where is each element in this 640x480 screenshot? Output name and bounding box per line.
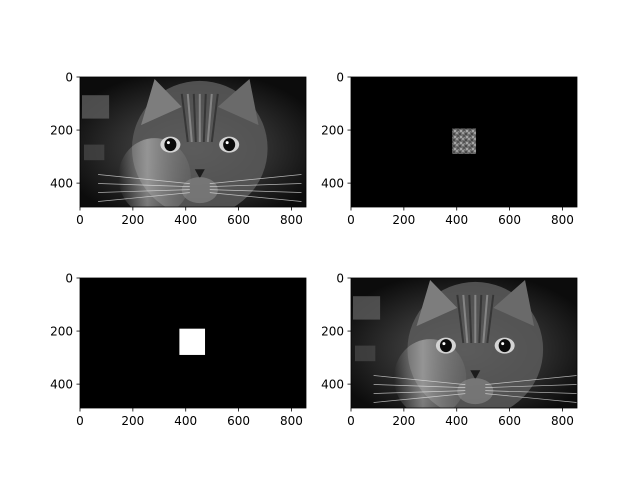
image-background-light [82,95,110,119]
x-tick-label: 400 [174,213,197,227]
cat-whisker [209,192,302,202]
y-tick-label: 0 [336,71,344,85]
cat-whisker [373,384,466,388]
cat-whisker [485,384,577,388]
mask-patch [179,328,206,355]
subplot-3: 0 200 400 600 800 0 200 400 [50,272,307,428]
image-background-light [355,345,376,362]
cat-whisker [98,183,190,187]
cat-ear [141,79,182,126]
subplot-4: 0 200 400 600 800 0 200 400 [321,272,578,428]
cat-ear [493,280,535,327]
cat-whisker [209,183,302,187]
axes-frame [79,76,307,208]
y-tick-label: 200 [50,325,73,339]
cat-fur-stripe [210,93,219,143]
cat-pupil [223,138,236,152]
x-tick-label: 200 [121,213,144,227]
cat-eye-highlight [166,141,170,145]
y-tick-label: 400 [321,177,344,191]
x-tick-label: 200 [392,213,415,227]
cat-eye-highlight [442,342,446,346]
cat-fur-stripe [486,294,495,344]
cat-muzzle [181,177,218,204]
y-tick-label: 400 [50,177,73,191]
y-tick-label: 400 [321,378,344,392]
cat-fur-stripe [482,294,489,344]
cat-eye-highlight [501,342,505,346]
y-tick-label: 200 [321,325,344,339]
cat-whisker [485,375,577,385]
x-tick-label: 0 [76,213,84,227]
cat-fur-stripe [202,93,207,143]
cat-fur-stripe [192,93,197,143]
x-tick-label: 600 [227,414,250,428]
x-tick-label: 400 [174,414,197,428]
x-tick-label: 200 [121,414,144,428]
y-tick-label: 0 [65,71,73,85]
cat-pupil [439,339,452,353]
subplot-2: 0 200 400 600 800 0 200 400 [321,71,578,227]
cat-fur-stripe [456,294,465,344]
cat-pupil [498,339,511,353]
cat-whisker [373,390,466,394]
x-tick-label: 600 [498,213,521,227]
x-tick-label: 600 [227,213,250,227]
cat-fur-stripe [186,93,193,143]
cat-whisker [209,189,302,193]
x-tick-label: 0 [76,414,84,428]
axes-frame [350,277,578,409]
x-tick-label: 400 [445,414,468,428]
cat-fur-stripe [468,294,473,344]
x-tick-label: 800 [280,414,303,428]
cat-whisker [373,375,466,385]
image-content [80,77,306,207]
cat-muzzle [457,378,494,405]
subplot-1: 0 200 400 600 800 0 200 400 [50,71,307,227]
cat-nose [470,370,481,380]
noise-patch [452,128,477,154]
cat-whisker [485,390,577,394]
cat-fur-stripe [478,294,483,344]
cat-whisker [209,174,302,184]
cat-ear [217,79,259,126]
axes-frame [350,76,578,208]
image-content [351,77,577,207]
cat-whisker [98,189,190,193]
cat-fur-stripe [180,93,189,143]
cat-fur-stripe [206,93,213,143]
x-tick-label: 200 [392,414,415,428]
x-tick-label: 800 [280,213,303,227]
y-tick-label: 0 [65,272,73,286]
cat-eye-highlight [225,141,229,145]
x-tick-label: 800 [551,213,574,227]
cat-fur [118,138,191,207]
x-tick-label: 0 [347,414,355,428]
x-tick-label: 800 [551,414,574,428]
axes-frame [79,277,307,409]
image-background-light [84,144,105,161]
y-tick-label: 200 [321,124,344,138]
image-content [351,278,577,408]
cat-nose [194,169,205,179]
x-tick-label: 400 [445,213,468,227]
cat-ear [416,280,458,327]
image-content [80,278,306,408]
cat-whisker [373,393,466,403]
cat-pupil [164,138,177,152]
cat-whisker [485,393,577,403]
y-tick-label: 0 [336,272,344,286]
y-tick-label: 400 [50,378,73,392]
y-tick-label: 200 [50,124,73,138]
image-background-light [353,296,381,320]
cat-fur [393,339,467,408]
x-tick-label: 600 [498,414,521,428]
cat-whisker [98,174,190,184]
cat-whisker [98,192,190,202]
x-tick-label: 0 [347,213,355,227]
cat-fur-stripe [462,294,469,344]
